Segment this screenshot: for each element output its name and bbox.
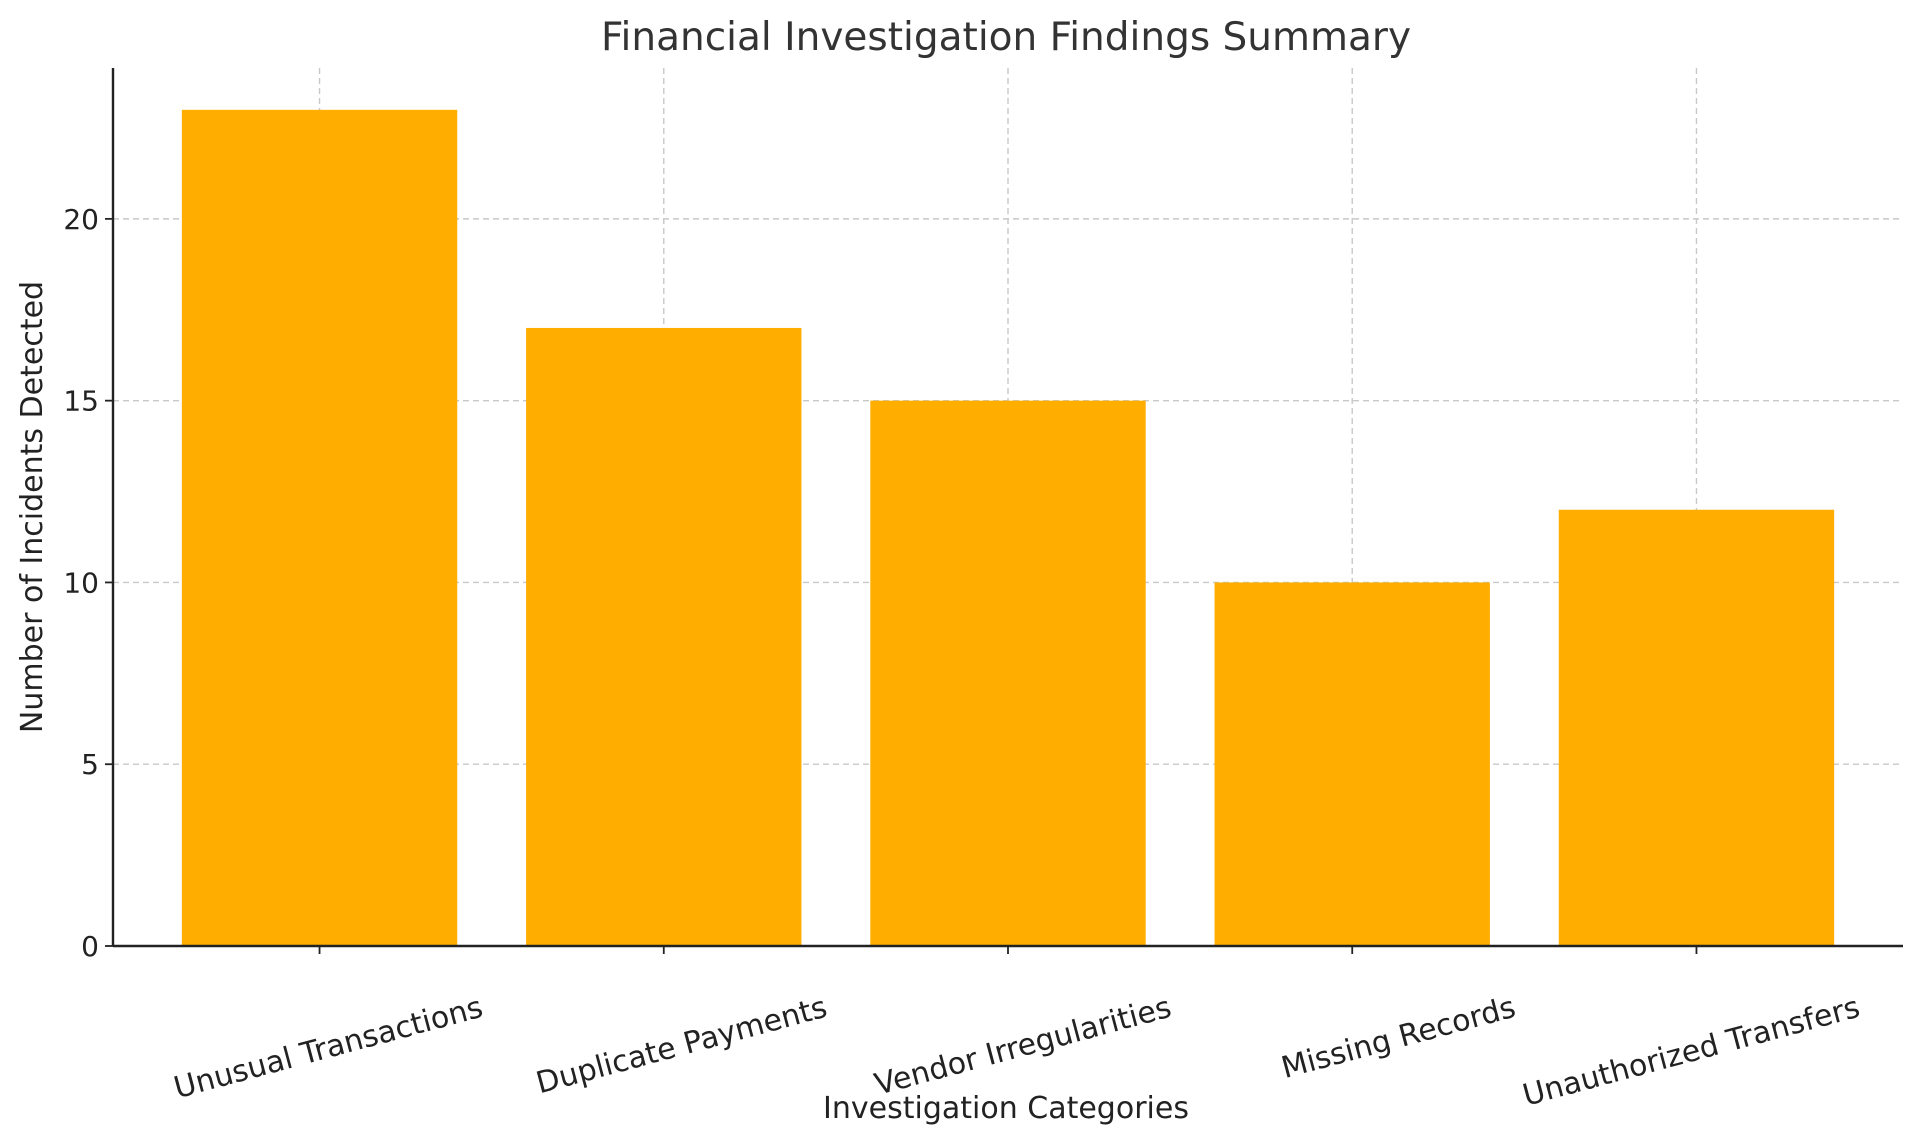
x-ticks: Unusual Transactions Duplicate Payments Ve… xyxy=(170,946,1864,1114)
x-tick-label: Vendor Irregularities xyxy=(871,990,1175,1103)
bar xyxy=(526,327,802,946)
y-axis-label: Number of Incidents Detected xyxy=(15,281,50,733)
bar xyxy=(1558,509,1835,946)
bar xyxy=(1214,582,1490,946)
x-tick-label: Unauthorized Transfers xyxy=(1519,990,1863,1114)
y-tick-label: 5 xyxy=(81,748,99,781)
chart-title: Financial Investigation Findings Summary xyxy=(601,15,1411,60)
bars xyxy=(181,109,1835,947)
bar xyxy=(870,400,1146,946)
y-tick-label: 10 xyxy=(63,566,99,599)
x-tick-label: Unusual Transactions xyxy=(170,990,486,1106)
y-ticks: 0 5 10 15 20 xyxy=(63,203,113,963)
x-axis-label: Investigation Categories xyxy=(823,1091,1189,1126)
y-tick-label: 15 xyxy=(63,385,99,418)
y-tick-label: 20 xyxy=(63,203,99,236)
x-tick-label: Duplicate Payments xyxy=(533,990,831,1101)
y-tick-label: 0 xyxy=(81,930,99,963)
bar xyxy=(181,109,458,947)
x-tick-label: Missing Records xyxy=(1278,990,1520,1086)
